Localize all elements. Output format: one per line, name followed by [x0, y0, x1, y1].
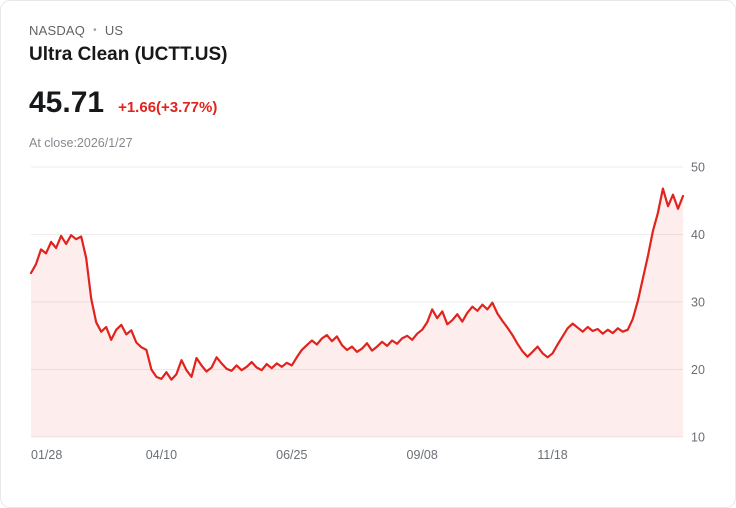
y-axis-label: 30 — [691, 296, 705, 310]
exchange-label: NASDAQ — [29, 23, 86, 38]
price-line — [29, 187, 685, 381]
y-axis-label: 20 — [691, 363, 705, 377]
x-axis-label: 09/08 — [407, 448, 438, 462]
price-area — [31, 188, 683, 437]
price-chart: 10 20 30 40 50 01/28 04/10 06/25 09/08 11/18 — [29, 161, 705, 462]
price-row: 45.71 +1.66(+3.77%) — [29, 86, 707, 120]
price-change: +1.66(+3.77%) — [118, 99, 218, 116]
y-axis-label: 10 — [691, 431, 705, 445]
exchange-row: NASDAQ • US — [29, 23, 707, 38]
current-price: 45.71 — [29, 86, 105, 119]
region-label: US — [104, 23, 124, 38]
x-axis-label: 11/18 — [537, 448, 567, 462]
y-axis-label: 50 — [691, 161, 705, 175]
stock-title: Ultra Clean (UCTT.US) — [29, 44, 228, 65]
x-axis-label: 06/25 — [276, 448, 307, 462]
close-note: At close:2026/1/27 — [29, 136, 133, 150]
x-axis-label: 01/28 — [31, 448, 62, 462]
quote-header: NASDAQ • US Ultra Clean (UCTT.US) 45.71 … — [1, 1, 735, 150]
x-axis-label: 04/10 — [146, 448, 177, 462]
y-axis-label: 40 — [691, 228, 705, 242]
separator-dot-icon: • — [93, 24, 97, 36]
